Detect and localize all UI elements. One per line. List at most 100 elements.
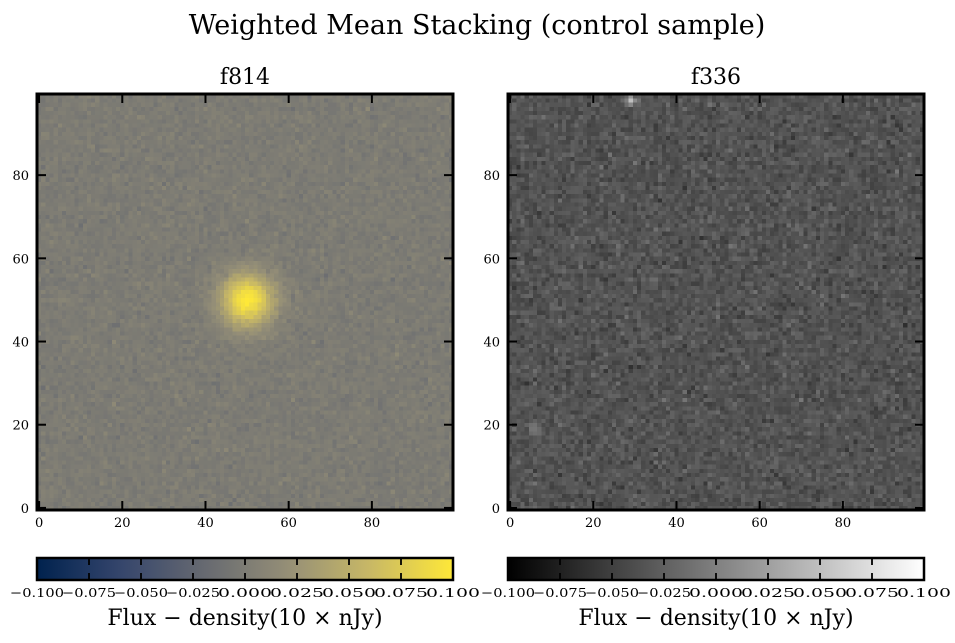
heatmap-cell bbox=[428, 339, 433, 344]
heatmap-cell bbox=[337, 414, 342, 419]
heatmap-cell bbox=[436, 427, 441, 432]
heatmap-cell bbox=[295, 331, 300, 336]
heatmap-cell bbox=[95, 498, 100, 503]
heatmap-cell bbox=[391, 327, 396, 332]
heatmap-cell bbox=[241, 460, 246, 465]
heatmap-cell bbox=[374, 502, 379, 507]
heatmap-cell bbox=[195, 385, 200, 390]
heatmap-cell bbox=[216, 394, 221, 399]
heatmap-cell bbox=[41, 335, 46, 340]
heatmap-cell bbox=[224, 502, 229, 507]
heatmap-cell bbox=[129, 344, 134, 349]
heatmap-cell bbox=[374, 435, 379, 440]
heatmap-cell bbox=[95, 331, 100, 336]
heatmap-cell bbox=[428, 448, 433, 453]
heatmap-cell bbox=[391, 418, 396, 423]
heatmap-cell bbox=[270, 394, 275, 399]
heatmap-cell bbox=[41, 356, 46, 361]
heatmap-cell bbox=[445, 414, 450, 419]
heatmap-cell bbox=[391, 310, 396, 315]
heatmap-cell bbox=[108, 410, 113, 415]
heatmap-cell bbox=[278, 377, 283, 382]
heatmap-cell bbox=[307, 443, 312, 448]
heatmap-cell bbox=[353, 502, 358, 507]
heatmap-cell bbox=[203, 464, 208, 469]
heatmap-cell bbox=[99, 410, 104, 415]
heatmap-cell bbox=[108, 485, 113, 490]
heatmap-cell bbox=[99, 373, 104, 378]
heatmap-cell bbox=[282, 394, 287, 399]
heatmap-cell bbox=[137, 352, 142, 357]
heatmap-cell bbox=[411, 306, 416, 311]
heatmap-cell bbox=[62, 327, 67, 332]
heatmap-cell bbox=[228, 394, 233, 399]
heatmap-cell bbox=[120, 356, 125, 361]
heatmap-cell bbox=[183, 314, 188, 319]
heatmap-cell bbox=[249, 381, 254, 386]
heatmap-cell bbox=[328, 339, 333, 344]
heatmap-cell bbox=[407, 427, 412, 432]
heatmap-cell bbox=[166, 456, 171, 461]
heatmap-cell bbox=[366, 431, 371, 436]
heatmap-cell bbox=[382, 319, 387, 324]
heatmap-cell bbox=[353, 473, 358, 478]
heatmap-cell bbox=[208, 427, 213, 432]
heatmap-cell bbox=[233, 389, 238, 394]
heatmap-cell bbox=[95, 348, 100, 353]
heatmap-cell bbox=[220, 364, 225, 369]
heatmap-cell bbox=[220, 443, 225, 448]
heatmap-cell bbox=[361, 310, 366, 315]
heatmap-cell bbox=[386, 344, 391, 349]
heatmap-cell bbox=[357, 498, 362, 503]
heatmap-cell bbox=[424, 406, 429, 411]
heatmap-cell bbox=[382, 385, 387, 390]
heatmap-cell bbox=[124, 418, 129, 423]
heatmap-cell bbox=[170, 331, 175, 336]
heatmap-cell bbox=[70, 460, 75, 465]
heatmap-cell bbox=[324, 423, 329, 428]
heatmap-cell bbox=[378, 460, 383, 465]
heatmap-cell bbox=[407, 394, 412, 399]
heatmap-cell bbox=[116, 477, 121, 482]
heatmap-cell bbox=[320, 502, 325, 507]
heatmap-cell bbox=[133, 502, 138, 507]
heatmap-cell bbox=[324, 431, 329, 436]
heatmap-cell bbox=[416, 402, 421, 407]
heatmap-cell bbox=[366, 452, 371, 457]
heatmap-cell bbox=[74, 427, 79, 432]
heatmap-cell bbox=[166, 398, 171, 403]
heatmap-cell bbox=[432, 323, 437, 328]
heatmap-cell bbox=[270, 481, 275, 486]
heatmap-cell bbox=[116, 302, 121, 307]
heatmap-cell bbox=[282, 348, 287, 353]
heatmap-cell bbox=[145, 323, 150, 328]
heatmap-cell bbox=[382, 335, 387, 340]
heatmap-cell bbox=[95, 394, 100, 399]
heatmap-cell bbox=[312, 452, 317, 457]
heatmap-cell bbox=[99, 385, 104, 390]
heatmap-cell bbox=[228, 373, 233, 378]
heatmap-cell bbox=[341, 473, 346, 478]
heatmap-cell bbox=[87, 310, 92, 315]
heatmap-cell bbox=[83, 348, 88, 353]
heatmap-cell bbox=[299, 460, 304, 465]
heatmap-cell bbox=[41, 352, 46, 357]
heatmap-cell bbox=[216, 348, 221, 353]
heatmap-cell bbox=[208, 502, 213, 507]
heatmap-cell bbox=[66, 314, 71, 319]
heatmap-cell bbox=[183, 427, 188, 432]
heatmap-cell bbox=[441, 435, 446, 440]
heatmap-cell bbox=[83, 323, 88, 328]
heatmap-cell bbox=[245, 310, 250, 315]
heatmap-cell bbox=[104, 319, 109, 324]
heatmap-cell bbox=[158, 302, 163, 307]
heatmap-cell bbox=[87, 439, 92, 444]
heatmap-cell bbox=[382, 481, 387, 486]
heatmap-cell bbox=[316, 448, 321, 453]
heatmap-cell bbox=[382, 464, 387, 469]
heatmap-cell bbox=[74, 448, 79, 453]
heatmap-cell bbox=[407, 439, 412, 444]
heatmap-cell bbox=[332, 348, 337, 353]
heatmap-cell bbox=[320, 381, 325, 386]
heatmap-cell bbox=[424, 439, 429, 444]
